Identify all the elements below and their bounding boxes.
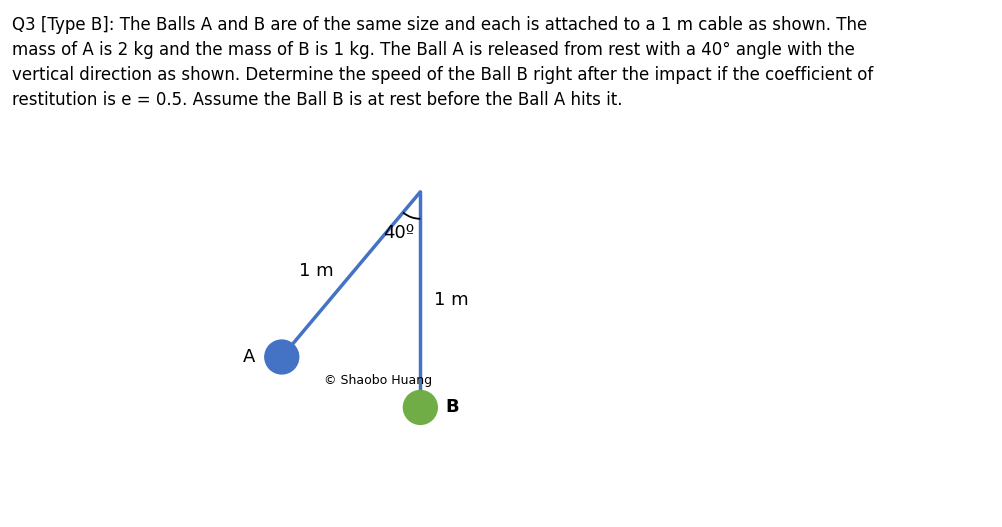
Circle shape	[404, 391, 437, 424]
Text: 1 m: 1 m	[434, 290, 469, 309]
Text: Q3 [Type B]: The Balls A and B are of the same size and each is attached to a 1 : Q3 [Type B]: The Balls A and B are of th…	[12, 16, 874, 109]
Text: 40º: 40º	[383, 224, 414, 242]
Text: 1 m: 1 m	[300, 261, 334, 279]
Circle shape	[265, 340, 299, 374]
Text: © Shaobo Huang: © Shaobo Huang	[324, 374, 432, 387]
Text: B: B	[445, 398, 459, 416]
Text: A: A	[243, 348, 256, 366]
